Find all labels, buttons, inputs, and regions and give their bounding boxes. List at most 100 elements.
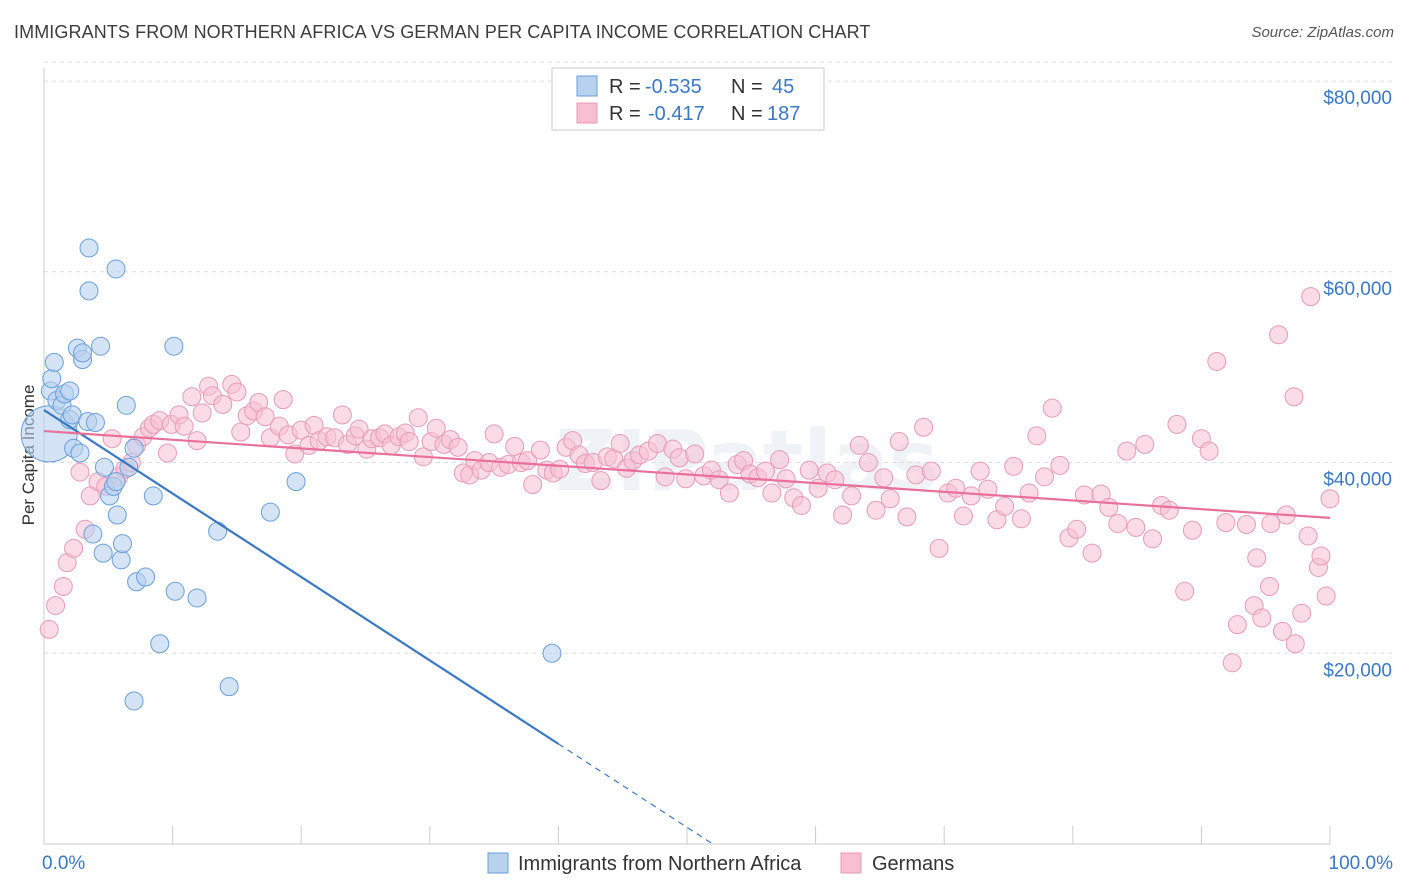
data-point-german: [1019, 483, 1039, 503]
data-point-german: [1247, 548, 1267, 568]
y-tick-label: $60,000: [1323, 279, 1392, 300]
data-point-german: [426, 418, 446, 438]
data-point-german: [970, 461, 990, 481]
data-point-german: [1216, 513, 1236, 533]
legend-swatch-germans: [840, 852, 862, 874]
data-point-german: [46, 596, 66, 616]
data-point-german: [889, 432, 909, 452]
data-point-immigrant: [286, 472, 306, 492]
data-point-immigrant: [85, 412, 105, 432]
legend-r-value-1: -0.535: [645, 76, 702, 98]
legend-swatch-immigrants: [487, 852, 509, 874]
data-point-german: [1082, 543, 1102, 563]
data-point-immigrant: [93, 543, 113, 563]
x-tick-label-start: 0.0%: [42, 853, 85, 874]
data-point-german: [591, 471, 611, 491]
data-point-german: [685, 444, 705, 464]
x-tick-label-end: 100.0%: [1329, 853, 1394, 874]
data-point-german: [709, 470, 729, 490]
data-point-german: [995, 496, 1015, 516]
data-point-immigrant: [106, 259, 126, 279]
data-point-german: [1284, 387, 1304, 407]
data-point-german: [1207, 351, 1227, 371]
data-point-german: [53, 577, 73, 597]
legend-r-label-2: R =: [609, 103, 641, 125]
data-point-german: [1292, 603, 1312, 623]
data-point-german: [676, 469, 696, 489]
data-point-german: [953, 506, 973, 526]
data-point-german: [1143, 529, 1163, 549]
series-germans: [39, 287, 1340, 673]
data-point-immigrant: [542, 643, 562, 663]
data-point-german: [64, 538, 84, 558]
grid-lines: [44, 61, 1392, 654]
data-point-german: [914, 417, 934, 437]
data-point-immigrant: [112, 534, 132, 554]
data-point-german: [833, 505, 853, 525]
legend-swatch-blue: [576, 75, 598, 97]
data-point-german: [505, 436, 525, 456]
data-point-german: [1285, 634, 1305, 654]
data-point-german: [70, 462, 90, 482]
data-point-german: [518, 451, 538, 471]
data-point-german: [655, 467, 675, 487]
legend-swatch-pink: [576, 102, 598, 124]
data-point-german: [1316, 586, 1336, 606]
data-point-german: [1042, 398, 1062, 418]
data-point-german: [842, 486, 862, 506]
data-point-german: [776, 469, 796, 489]
data-point-german: [874, 468, 894, 488]
data-point-german: [1035, 467, 1055, 487]
y-tick-label: $40,000: [1323, 470, 1392, 491]
data-point-german: [1236, 515, 1256, 535]
data-point-immigrant: [165, 581, 185, 601]
y-tick-label: $20,000: [1323, 660, 1392, 681]
data-point-german: [1050, 455, 1070, 475]
data-point-german: [1227, 615, 1247, 635]
data-point-immigrant: [260, 502, 280, 522]
data-point-german: [1126, 517, 1146, 537]
data-point-german: [102, 429, 122, 449]
data-point-german: [1182, 520, 1202, 540]
data-point-german: [174, 416, 194, 436]
data-point-german: [799, 460, 819, 480]
data-point-immigrant: [83, 524, 103, 544]
data-point-immigrant: [94, 457, 114, 477]
data-point-german: [1320, 489, 1340, 509]
data-point-german: [1175, 581, 1195, 601]
source-credit: Source: ZipAtlas.com: [1251, 24, 1394, 41]
data-point-german: [484, 424, 504, 444]
data-point-german: [448, 437, 468, 457]
data-point-immigrant: [79, 281, 99, 301]
data-point-immigrant: [91, 336, 111, 356]
data-point-german: [213, 394, 233, 414]
data-point-german: [719, 483, 739, 503]
correlation-legend: R = -0.535 N = 45 R = -0.417 N = 187: [551, 67, 825, 131]
y-tick-label: $80,000: [1323, 88, 1392, 109]
data-point-german: [192, 403, 212, 423]
trend-line-germans: [43, 429, 1331, 519]
data-point-german: [1298, 526, 1318, 546]
y-tick-labels: $20,000 $40,000 $60,000 $80,000: [1323, 88, 1392, 681]
data-point-german: [1199, 441, 1219, 461]
series-legend: Immigrants from Northern Africa Germans: [487, 852, 954, 875]
data-point-german: [523, 474, 543, 494]
data-point-german: [1067, 519, 1087, 539]
data-point-immigrant: [150, 634, 170, 654]
data-point-german: [897, 507, 917, 527]
trend-line-immigrants: [43, 409, 559, 745]
data-point-immigrant: [143, 486, 163, 506]
data-point-german: [273, 390, 293, 410]
data-point-immigrant: [42, 369, 62, 389]
data-point-immigrant: [208, 521, 228, 541]
data-point-german: [1159, 500, 1179, 520]
data-point-german: [285, 444, 305, 464]
data-point-german: [825, 470, 845, 490]
data-point-immigrant: [111, 550, 131, 570]
data-point-german: [961, 486, 981, 506]
legend-label-immigrants: Immigrants from Northern Africa: [518, 853, 802, 875]
data-point-german: [1167, 414, 1187, 434]
data-point-german: [530, 440, 550, 460]
data-point-german: [1252, 608, 1272, 628]
legend-n-label-2: N =: [731, 103, 763, 125]
